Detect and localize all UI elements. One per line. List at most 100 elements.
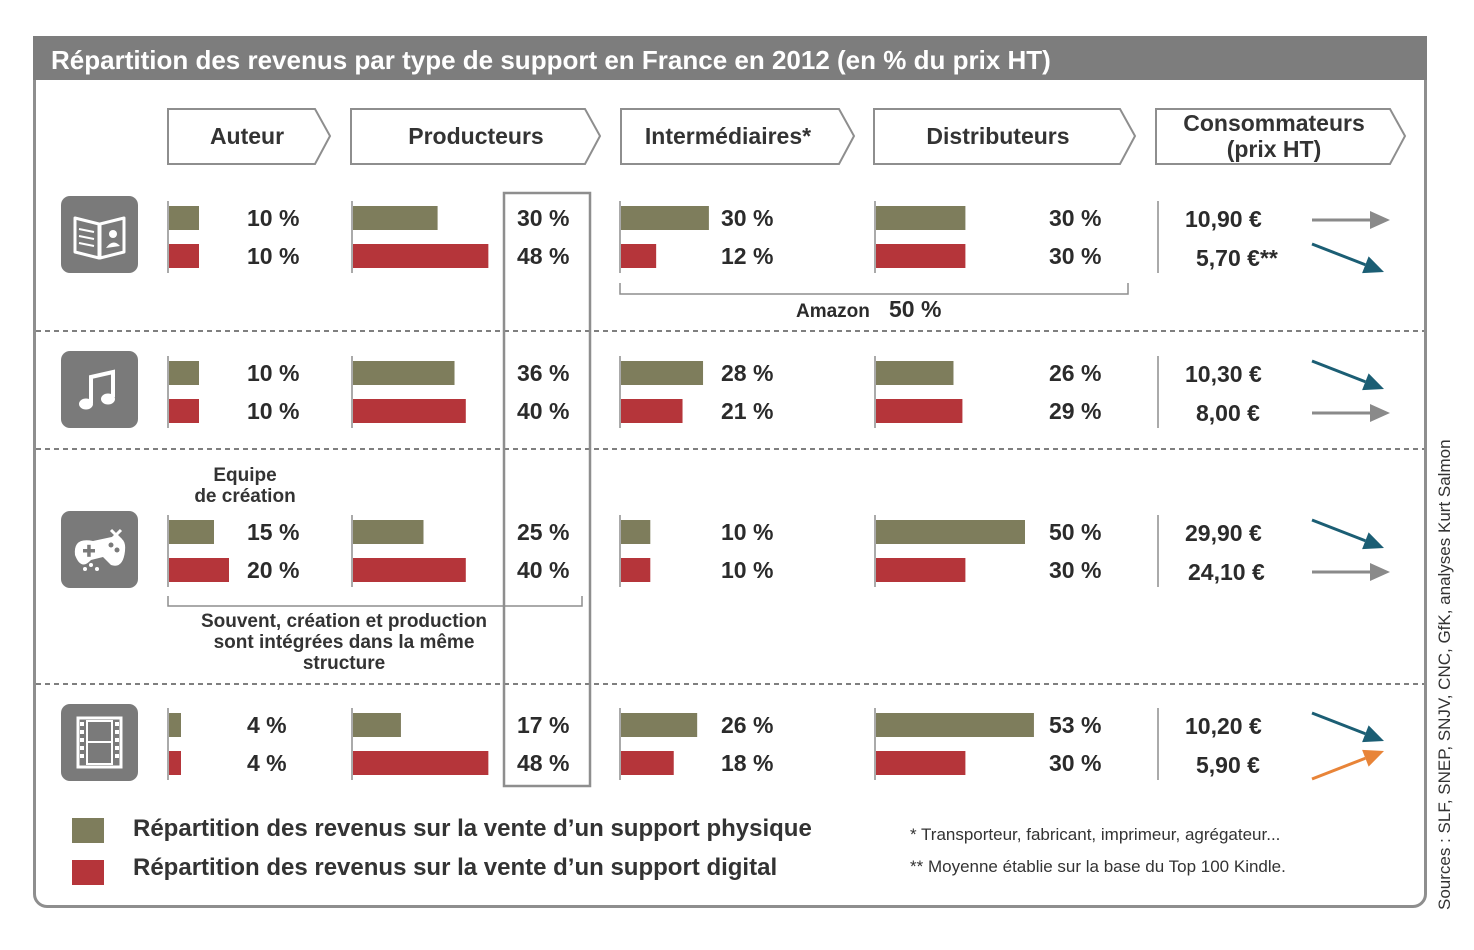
value-label-digital-auteur: 10 %	[247, 398, 300, 424]
source-note: Sources : SLF, SNEP, SNJV, CNC, GfK, ana…	[1435, 439, 1454, 910]
price-digital: 8,00 €	[1196, 400, 1260, 426]
bar-physical-distributeurs	[876, 713, 1034, 737]
film-icon	[61, 704, 138, 781]
bar-digital-distributeurs	[876, 244, 966, 268]
value-label-digital-intermediaires: 10 %	[721, 557, 774, 583]
footnote-star: * Transporteur, fabricant, imprimeur, ag…	[910, 825, 1281, 844]
value-label-digital-auteur: 10 %	[247, 243, 300, 269]
value-label-digital-intermediaires: 18 %	[721, 750, 774, 776]
value-label-physical-distributeurs: 53 %	[1049, 712, 1102, 738]
bar-digital-producteurs	[353, 558, 466, 582]
column-header-producteurs: Producteurs	[350, 108, 602, 165]
trend-arrow-down-shaft	[1311, 518, 1366, 543]
trend-arrow-flat-head	[1370, 563, 1390, 581]
value-label-physical-auteur: 15 %	[247, 519, 300, 545]
bar-digital-auteur	[169, 244, 199, 268]
value-label-physical-producteurs: 30 %	[517, 205, 570, 231]
value-label-physical-producteurs: 17 %	[517, 712, 570, 738]
bar-physical-producteurs	[353, 361, 455, 385]
trend-arrow-up-shaft	[1311, 756, 1366, 781]
bar-digital-producteurs	[353, 399, 466, 423]
value-label-digital-auteur: 4 %	[247, 750, 287, 776]
value-label-digital-distributeurs: 30 %	[1049, 750, 1102, 776]
price-physical: 10,20 €	[1185, 713, 1262, 739]
legend-label-physical: Répartition des revenus sur la vente d’u…	[133, 815, 812, 842]
footnote-double-star: ** Moyenne établie sur la base du Top 10…	[910, 857, 1286, 876]
bar-physical-intermediaires	[621, 520, 651, 544]
bar-physical-distributeurs	[876, 206, 966, 230]
column-header-label: Intermédiaires*	[644, 123, 812, 149]
bar-physical-intermediaires	[621, 713, 698, 737]
value-label-digital-producteurs: 40 %	[517, 398, 570, 424]
price-physical: 29,90 €	[1185, 520, 1262, 546]
value-label-digital-producteurs: 48 %	[517, 243, 570, 269]
producteurs-highlight-box	[502, 191, 592, 788]
bar-digital-producteurs	[353, 751, 489, 775]
value-label-physical-intermediaires: 10 %	[721, 519, 774, 545]
music-note-icon	[61, 351, 138, 428]
amazon-label: Amazon	[796, 301, 870, 322]
value-label-physical-distributeurs: 26 %	[1049, 360, 1102, 386]
bar-physical-intermediaires	[621, 206, 709, 230]
value-label-physical-distributeurs: 50 %	[1049, 519, 1102, 545]
value-label-physical-auteur: 4 %	[247, 712, 287, 738]
value-label-physical-auteur: 10 %	[247, 205, 300, 231]
value-label-digital-distributeurs: 30 %	[1049, 243, 1102, 269]
bar-digital-distributeurs	[876, 751, 966, 775]
value-label-physical-intermediaires: 28 %	[721, 360, 774, 386]
bar-physical-auteur	[169, 713, 181, 737]
amazon-value: 50 %	[889, 296, 942, 322]
trend-arrow-down-shaft	[1311, 359, 1366, 384]
column-header-distributeurs: Distributeurs	[873, 108, 1137, 165]
bar-physical-producteurs	[353, 713, 401, 737]
bar-digital-intermediaires	[621, 244, 657, 268]
value-label-digital-distributeurs: 29 %	[1049, 398, 1102, 424]
trend-arrow-down-shaft	[1311, 711, 1366, 736]
value-label-digital-distributeurs: 30 %	[1049, 557, 1102, 583]
bar-digital-intermediaires	[621, 751, 674, 775]
value-label-physical-distributeurs: 30 %	[1049, 205, 1102, 231]
bar-physical-auteur	[169, 361, 199, 385]
amazon-bracket	[619, 283, 1129, 295]
column-header-label: Distributeurs	[926, 123, 1070, 149]
book-icon	[61, 196, 138, 273]
trend-arrow-down-head	[1362, 256, 1384, 274]
legend-label-digital: Répartition des revenus sur la vente d’u…	[133, 854, 778, 881]
bar-physical-auteur	[169, 520, 214, 544]
trend-arrow-down-head	[1362, 532, 1384, 550]
trend-arrow-up-head	[1362, 749, 1384, 767]
column-header-consommateurs: Consommateurs (prix HT)	[1155, 108, 1407, 165]
column-header-label: Consommateurs (prix HT)	[1183, 110, 1365, 162]
bar-physical-distributeurs	[876, 361, 954, 385]
trend-arrow-flat-head	[1370, 404, 1390, 422]
value-label-digital-producteurs: 48 %	[517, 750, 570, 776]
trend-arrow-down-head	[1362, 373, 1384, 391]
column-header-label: Producteurs	[408, 123, 544, 149]
creation-bracket	[167, 596, 583, 607]
trend-arrow-down-shaft	[1311, 242, 1366, 267]
value-label-physical-intermediaires: 30 %	[721, 205, 774, 231]
equipe-label: Equipe de création	[194, 465, 296, 507]
value-label-physical-producteurs: 36 %	[517, 360, 570, 386]
price-digital: 24,10 €	[1188, 559, 1265, 585]
legend-swatch-digital	[72, 860, 104, 885]
integration-note: Souvent, création et production sont int…	[200, 611, 488, 674]
bar-digital-auteur	[169, 399, 199, 423]
trend-arrow-flat-head	[1370, 211, 1390, 229]
price-digital: 5,90 €	[1196, 752, 1260, 778]
trend-arrow-down-head	[1362, 725, 1384, 743]
bar-digital-distributeurs	[876, 399, 963, 423]
bar-digital-intermediaires	[621, 399, 683, 423]
bar-digital-intermediaires	[621, 558, 651, 582]
price-digital: 5,70 €**	[1196, 245, 1278, 271]
chart-title: Répartition des revenus par type de supp…	[33, 36, 1427, 80]
bar-physical-distributeurs	[876, 520, 1025, 544]
gamepad-icon	[61, 511, 138, 588]
value-label-digital-intermediaires: 21 %	[721, 398, 774, 424]
column-header-intermediaires: Intermédiaires*	[620, 108, 856, 165]
bar-digital-auteur	[169, 751, 181, 775]
value-label-physical-intermediaires: 26 %	[721, 712, 774, 738]
bar-digital-auteur	[169, 558, 229, 582]
